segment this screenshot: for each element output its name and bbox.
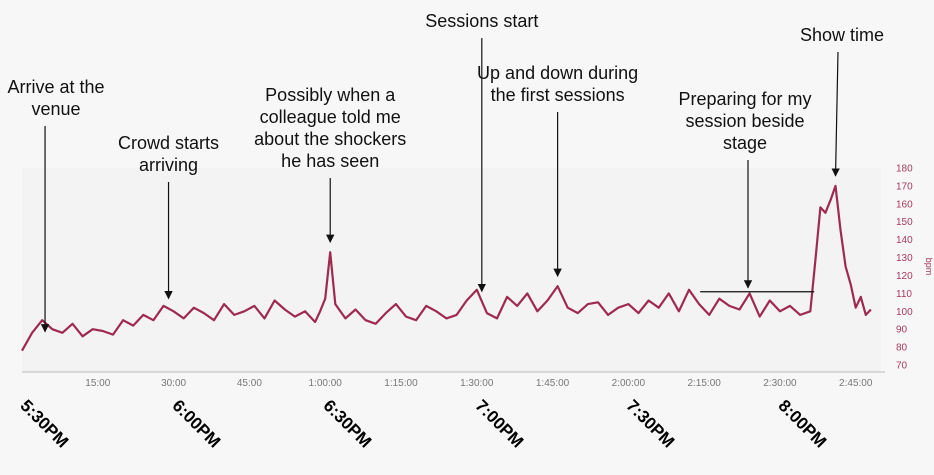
y-tick-label: 180 [896, 164, 913, 175]
annotation-label: Show time [799, 25, 885, 45]
x-tick-label: 1:30:00 [460, 378, 494, 389]
x-tick-label: 2:45:00 [839, 378, 873, 389]
annotation-label: Up and down during the first sessions [477, 63, 639, 105]
annotation-label: Sessions start [425, 11, 539, 31]
y-axis-unit: bpm [924, 258, 934, 276]
y-tick-label: 140 [896, 235, 913, 246]
y-tick-label: 100 [896, 307, 913, 318]
x-tick-label: 15:00 [85, 378, 110, 389]
x-tick-label: 2:00:00 [612, 378, 646, 389]
y-tick-labels: 70 80 90 100 110 120 130 140 150 160 170 180 [896, 164, 913, 372]
x-tick-label: 1:15:00 [384, 378, 418, 389]
x-tick-label: 2:15:00 [687, 378, 721, 389]
x-tick-labels: 15:00 30:00 45:00 1:00:00 1:15:00 1:30:00 1:45… [85, 378, 873, 389]
x-tick-label: 1:00:00 [308, 378, 342, 389]
annotation-label: Crowd starts arriving [118, 133, 220, 175]
x-tick-label: 2:30:00 [763, 378, 797, 389]
annotation-label: Arrive at the venue [7, 77, 105, 119]
x-tick-label: 30:00 [161, 378, 186, 389]
plot-area [22, 168, 881, 372]
y-tick-label: 80 [896, 343, 908, 354]
heart-rate-line [21, 184, 872, 352]
annotation-label: Preparing for my session beside stage [678, 89, 812, 153]
y-tick-label: 160 [896, 199, 913, 210]
y-tick-label: 170 [896, 181, 913, 192]
y-tick-label: 110 [896, 289, 912, 300]
annotation-label: Possibly when a colleague told me about … [254, 85, 407, 171]
y-tick-label: 70 [896, 361, 908, 372]
y-tick-label: 150 [896, 217, 913, 228]
y-tick-label: 120 [896, 271, 913, 282]
x-tick-label: 45:00 [237, 378, 262, 389]
y-tick-label: 90 [896, 325, 908, 336]
x-tick-label: 1:45:00 [536, 378, 570, 389]
annotation-arrows [40, 38, 840, 333]
y-tick-label: 130 [896, 253, 913, 264]
annotation-arrow [831, 51, 840, 177]
